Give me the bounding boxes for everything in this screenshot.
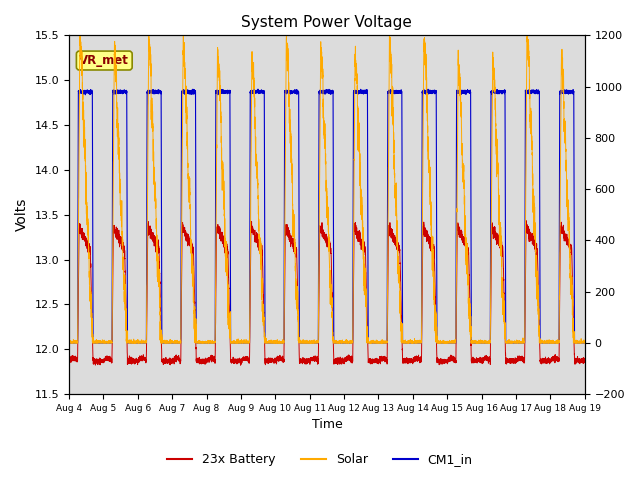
- X-axis label: Time: Time: [312, 419, 342, 432]
- Title: System Power Voltage: System Power Voltage: [241, 15, 412, 30]
- Y-axis label: Volts: Volts: [15, 198, 29, 231]
- Text: VR_met: VR_met: [79, 54, 129, 67]
- Legend: 23x Battery, Solar, CM1_in: 23x Battery, Solar, CM1_in: [163, 448, 477, 471]
